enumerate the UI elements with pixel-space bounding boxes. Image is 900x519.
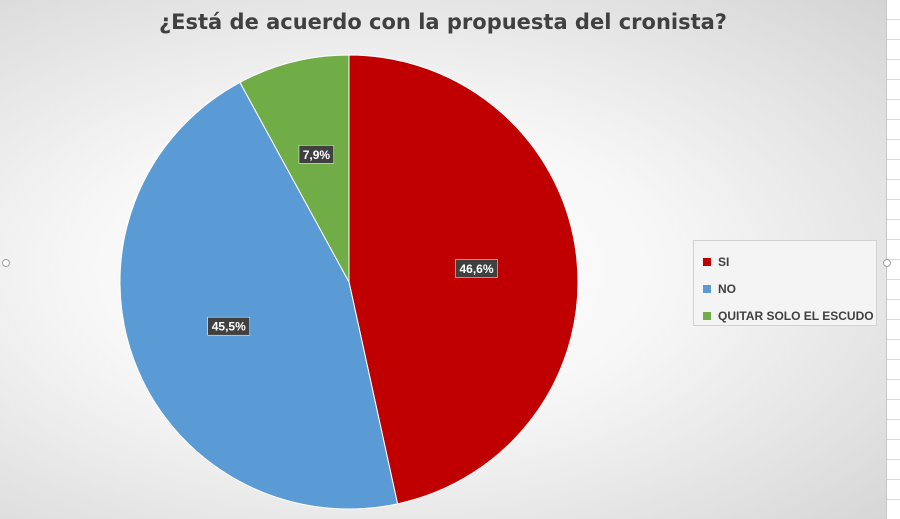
legend-item-si[interactable]: SI xyxy=(694,248,876,275)
pie-slice-quitar-solo-el-escudo[interactable] xyxy=(239,54,350,283)
resize-handle-left[interactable] xyxy=(2,259,10,267)
data-label-box xyxy=(298,145,335,164)
data-label-text: 7,9% xyxy=(303,148,331,162)
legend-item-no[interactable]: NO xyxy=(694,275,876,302)
spreadsheet-grid-edge xyxy=(887,0,900,519)
pie-slice-no[interactable] xyxy=(119,81,399,510)
legend-swatch xyxy=(703,311,711,320)
legend-label: NO xyxy=(718,281,736,296)
legend-label: SI xyxy=(718,254,730,269)
legend-swatch xyxy=(703,284,711,293)
data-label-no: 45,5% xyxy=(207,316,251,336)
data-label-text: 46,6% xyxy=(459,262,493,276)
legend-label: QUITAR SOLO EL ESCUDO xyxy=(718,308,874,323)
chart-title: ¿Está de acuerdo con la propuesta del cr… xyxy=(158,10,727,34)
resize-handle-right[interactable] xyxy=(883,259,891,267)
pie-slice-si[interactable] xyxy=(348,54,579,505)
data-label-box xyxy=(455,259,498,278)
data-label-text: 45,5% xyxy=(212,320,246,334)
chart-legend[interactable]: SI NO QUITAR SOLO EL ESCUDO xyxy=(693,240,877,326)
data-label-si: 46,6% xyxy=(455,259,498,278)
data-label-quitar-solo-el-escudo: 7,9% xyxy=(298,145,335,164)
legend-swatch xyxy=(703,257,711,266)
data-label-box xyxy=(207,316,251,336)
legend-item-quitar-solo-el-escudo[interactable]: QUITAR SOLO EL ESCUDO xyxy=(694,302,876,329)
